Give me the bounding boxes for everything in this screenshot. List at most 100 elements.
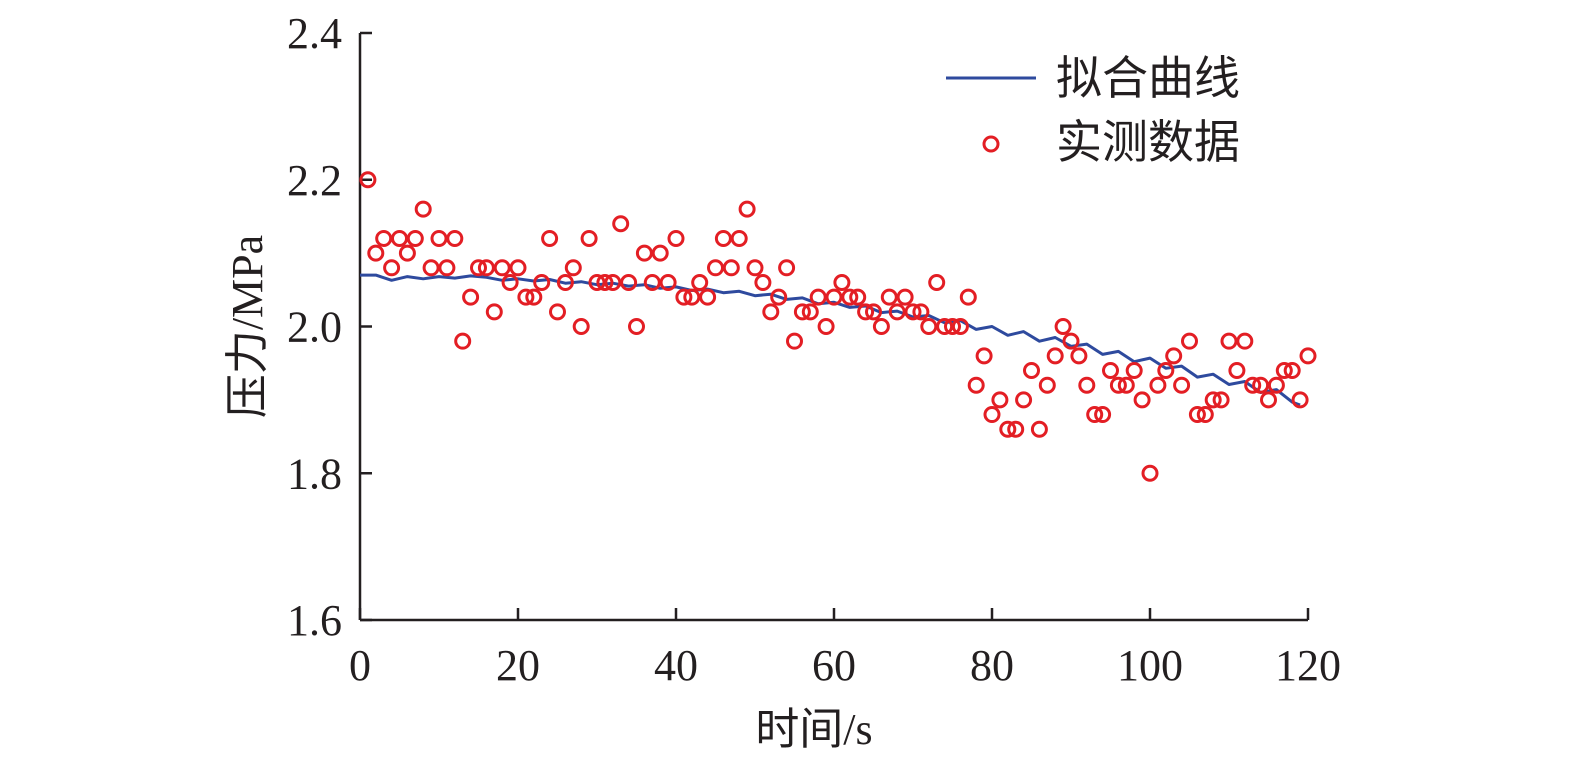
measured-point [572,318,590,335]
measured-point [659,273,677,291]
measured-point [517,288,535,306]
measured-point [1102,362,1119,380]
measured-point [691,273,709,291]
measured-point [707,259,724,277]
measured-point [651,244,669,262]
x-ticks: 0 20 40 60 80 100 120 [349,608,1341,690]
measured-point [825,288,843,306]
measured-point [936,318,954,335]
measured-point [999,420,1017,438]
measured-point [1023,362,1040,380]
measured-point [485,303,503,321]
measured-point [951,318,969,335]
measured-point [1062,332,1080,350]
measured-point [880,288,898,306]
measured-point [944,318,961,335]
measured-point [920,318,938,335]
measured-point [541,229,559,247]
measured-point [793,303,811,321]
measured-point [849,288,867,306]
measured-point [580,229,598,247]
measured-point [928,273,946,291]
measured-point [699,288,717,306]
measured-point [1275,362,1293,380]
measured-point [1117,376,1135,394]
measured-point [817,318,835,335]
measured-point [1244,376,1262,394]
measured-point [841,288,859,306]
measured-point [628,318,645,335]
measured-point [770,288,788,306]
fit-curve-line [360,273,1301,407]
measured-point [683,288,701,306]
measured-point [714,229,732,247]
legend: 拟合曲线 实测数据 [946,53,1240,168]
measured-point [1228,362,1246,380]
measured-point [833,273,851,291]
x-axis-title: 时间/s [755,705,872,754]
measured-point [391,229,408,247]
measured-point [414,200,432,218]
x-tick-label: 40 [654,641,698,690]
measured-point [509,259,527,277]
measured-point [398,244,416,262]
measured-point [754,273,772,291]
measured-point [643,273,661,291]
measured-point [675,288,693,306]
x-tick-label: 120 [1275,641,1341,690]
measured-point [525,288,543,306]
measured-point [991,391,1009,409]
measured-point [406,229,424,247]
measured-point [730,229,748,247]
measured-point [359,171,377,189]
x-tick-label: 60 [812,641,856,690]
measured-point [1094,406,1112,424]
measured-point [738,200,756,218]
measured-point [367,244,385,262]
measured-point [801,303,819,321]
measured-point [1070,347,1088,365]
measured-point [722,259,740,277]
measured-point [454,332,472,350]
measured-point [462,288,480,306]
measured-point [746,259,764,277]
measured-point [1299,347,1317,365]
legend-marker-label: 实测数据 [1056,117,1240,168]
measured-point [912,303,930,321]
measured-point [493,259,511,277]
series-layer [359,171,1317,482]
measured-point [588,273,606,291]
measured-point [564,259,582,277]
x-tick-label: 100 [1117,641,1183,690]
measured-point [635,244,653,262]
y-tick-label: 2.0 [287,303,342,352]
legend-line-label: 拟合曲线 [1056,53,1240,104]
measured-point [1086,406,1104,424]
measured-point [470,259,487,277]
measured-point [1109,376,1127,394]
measured-point [959,288,977,306]
measured-point [1188,406,1206,424]
measured-point [438,259,456,277]
x-tick-label: 0 [349,641,371,690]
measured-point [904,303,922,321]
measured-point [1125,362,1143,380]
measured-point [1204,391,1222,409]
plot-area: 0 20 40 60 80 100 120 1.6 1.8 2.0 2.2 2.4 [287,9,1341,690]
measured-point [383,259,401,277]
measured-point [620,273,638,291]
measured-point [375,229,393,247]
measured-point [1078,376,1096,394]
measured-point [1173,376,1191,394]
measured-point [1038,376,1056,394]
measured-point [596,273,614,291]
y-tick-label: 2.2 [287,156,342,205]
measured-point [1157,362,1175,380]
y-tick-label: 1.8 [287,449,342,498]
measured-point [1236,332,1254,350]
measured-point [533,273,551,291]
measured-point [1267,376,1285,394]
measured-point [857,303,875,321]
measured-point [1030,420,1048,438]
